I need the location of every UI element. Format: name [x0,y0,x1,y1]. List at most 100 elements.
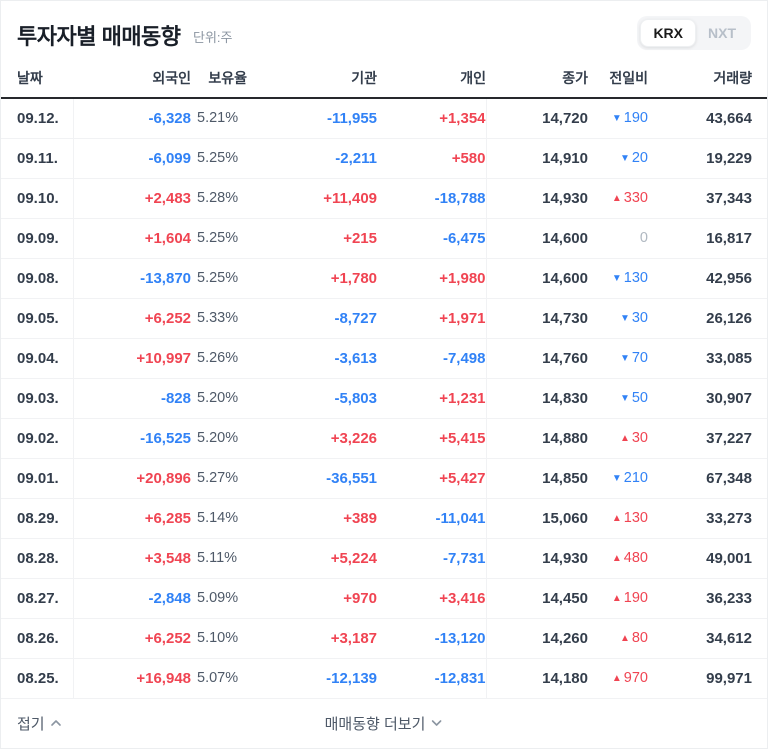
cell-change: ▼ 190 [588,98,648,139]
cell-institution: +970 [249,578,377,619]
cell-close: 14,260 [486,618,588,659]
triangle-down-icon: ▼ [619,393,630,404]
cell-foreign: -16,525 [73,418,191,459]
table-row: 08.26. +6,252 5.10% +3,187 -13,120 14,26… [1,618,767,659]
cell-institution: -5,803 [249,378,377,419]
cell-individual: -11,041 [377,498,487,539]
cell-close: 14,730 [486,298,588,339]
triangle-down-icon: ▼ [619,353,630,364]
cell-volume: 30,907 [648,378,767,419]
col-header-institution: 기관 [249,59,377,99]
col-header-date: 날짜 [1,59,73,99]
cell-institution: +3,187 [249,618,377,659]
collapse-label: 접기 [17,715,45,733]
cell-institution: -11,955 [249,98,377,139]
triangle-up-icon: ▲ [611,193,622,204]
cell-change: ▼ 210 [588,458,648,499]
triangle-down-icon: ▼ [619,313,630,324]
cell-close: 14,450 [486,578,588,619]
cell-foreign: +16,948 [73,658,191,699]
cell-individual: +3,416 [377,578,487,619]
cell-change: ▲ 970 [588,658,648,699]
col-header-individual: 개인 [377,59,486,99]
table-row: 08.28. +3,548 5.11% +5,224 -7,731 14,930… [1,538,767,579]
cell-close: 14,600 [486,218,588,259]
cell-change: ▲ 80 [588,618,648,659]
trading-table: 날짜 외국인 보유율 기관 개인 종가 전일비 거래량 09.12. -6,32… [1,59,767,699]
cell-date: 09.03. [1,378,74,419]
table-row: 09.04. +10,997 5.26% -3,613 -7,498 14,76… [1,338,767,379]
cell-foreign: +10,997 [73,338,191,379]
cell-ratio: 5.28% [191,178,249,219]
cell-close: 14,600 [486,258,588,299]
cell-date: 08.28. [1,538,74,579]
cell-foreign: +6,252 [73,618,191,659]
cell-date: 08.25. [1,658,74,699]
cell-ratio: 5.25% [191,258,249,299]
triangle-down-icon: ▼ [619,153,630,164]
cell-volume: 26,126 [648,298,767,339]
cell-date: 09.11. [1,138,74,179]
triangle-up-icon: ▲ [619,433,630,444]
table-row: 08.25. +16,948 5.07% -12,139 -12,831 14,… [1,658,767,699]
toggle-nxt-button[interactable]: NXT [708,25,736,41]
table-row: 09.10. +2,483 5.28% +11,409 -18,788 14,9… [1,178,767,219]
cell-foreign: +6,285 [73,498,191,539]
cell-volume: 37,227 [648,418,767,459]
cell-volume: 16,817 [648,218,767,259]
cell-date: 09.01. [1,458,74,499]
cell-ratio: 5.33% [191,298,249,339]
cell-foreign: -13,870 [73,258,191,299]
cell-ratio: 5.27% [191,458,249,499]
cell-volume: 36,233 [648,578,767,619]
cell-change: ▼ 70 [588,338,648,379]
collapse-button[interactable]: 접기 [17,713,63,734]
cell-institution: -36,551 [249,458,377,499]
cell-change: ▲ 30 [588,418,648,459]
cell-foreign: +3,548 [73,538,191,579]
cell-close: 14,910 [486,138,588,179]
cell-foreign: -6,328 [73,98,191,139]
show-more-button[interactable]: 매매동향 더보기 [325,713,444,734]
cell-institution: +5,224 [249,538,377,579]
cell-individual: -7,498 [377,338,487,379]
cell-close: 14,760 [486,338,588,379]
cell-individual: -13,120 [377,618,487,659]
col-header-close: 종가 [486,59,588,99]
cell-change: ▲ 480 [588,538,648,579]
cell-volume: 33,273 [648,498,767,539]
cell-change: 0 [588,218,648,259]
cell-foreign: +1,604 [73,218,191,259]
cell-ratio: 5.10% [191,618,249,659]
triangle-down-icon: ▼ [611,113,622,125]
cell-foreign: +6,252 [73,298,191,339]
cell-ratio: 5.20% [191,378,249,419]
col-header-volume: 거래량 [648,59,767,99]
cell-institution: +389 [249,498,377,539]
cell-date: 09.09. [1,218,74,259]
cell-volume: 34,612 [648,618,767,659]
cell-ratio: 5.07% [191,658,249,699]
cell-change: ▲ 330 [588,178,648,219]
col-header-ratio: 보유율 [191,59,249,99]
cell-change: ▲ 130 [588,498,648,539]
triangle-up-icon: ▲ [611,673,622,684]
cell-institution: +215 [249,218,377,259]
cell-individual: +1,354 [377,98,487,139]
cell-institution: +1,780 [249,258,377,299]
cell-individual: -6,475 [377,218,487,259]
toggle-krx-button[interactable]: KRX [640,19,696,47]
cell-individual: -18,788 [377,178,487,219]
cell-close: 14,930 [486,538,588,579]
cell-ratio: 5.09% [191,578,249,619]
cell-volume: 49,001 [648,538,767,579]
table-row: 09.01. +20,896 5.27% -36,551 +5,427 14,8… [1,458,767,499]
cell-date: 09.04. [1,338,74,379]
cell-volume: 99,971 [648,658,767,699]
cell-individual: +5,427 [377,458,487,499]
cell-institution: +3,226 [249,418,377,459]
cell-foreign: -6,099 [73,138,191,179]
cell-date: 08.27. [1,578,74,619]
panel-footer: 접기 매매동향 더보기 [1,699,767,749]
